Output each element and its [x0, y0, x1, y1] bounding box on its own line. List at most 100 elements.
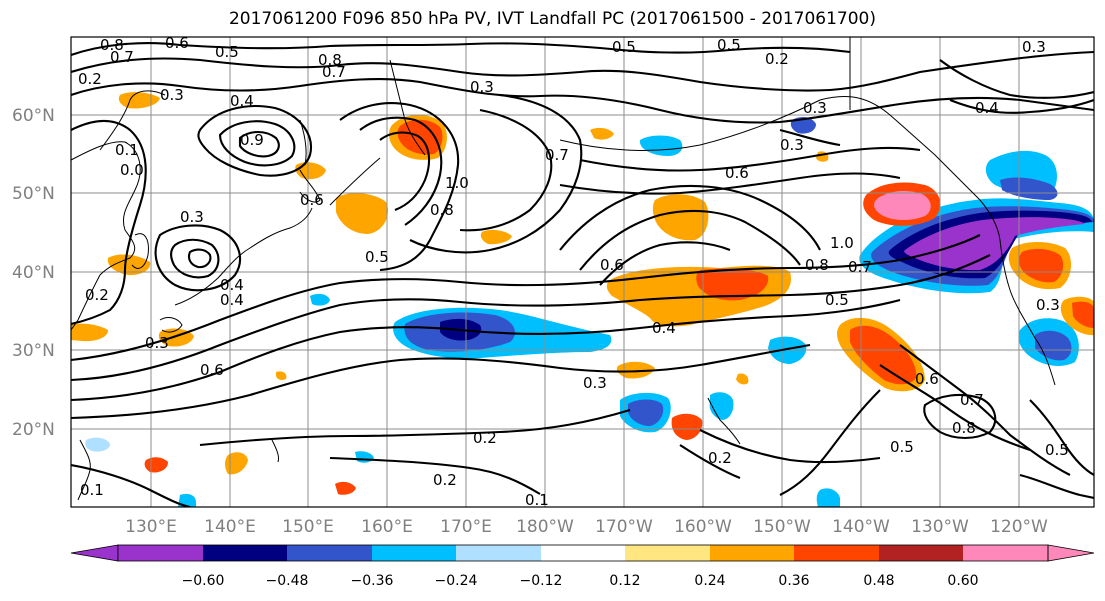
colorbar-tick-label: −0.36 — [351, 573, 394, 589]
colorbar-segment — [118, 545, 203, 561]
contour-label: 0.8 — [100, 36, 124, 54]
contour-label: 0.4 — [220, 291, 244, 309]
colorbar-tick-label: −0.12 — [520, 573, 563, 589]
contour-label-layer: 0.8 0.7 0.6 0.5 0.8 0.7 0.4 0.3 0.2 0.1 … — [78, 34, 1069, 509]
contour-label: 0.9 — [240, 131, 264, 149]
lon-label: 150°W — [753, 517, 811, 537]
lon-label: 180°W — [516, 517, 574, 537]
lon-label: 170°E — [440, 517, 492, 537]
contour-label: 0.7 — [960, 391, 984, 409]
shade-patch — [671, 413, 703, 440]
lon-label: 160°W — [674, 517, 732, 537]
graticule — [71, 37, 1094, 507]
shade-patch — [144, 457, 168, 473]
contour-label: 0.5 — [717, 36, 741, 54]
shade-patch — [71, 323, 108, 342]
lon-label: 170°W — [595, 517, 653, 537]
shade-patch — [107, 254, 151, 276]
contour-label: 0.8 — [430, 201, 454, 219]
contour-label: 0.8 — [952, 419, 976, 437]
contour-label: 1.0 — [830, 234, 854, 252]
shade-patch — [335, 481, 356, 495]
shade-patch — [225, 452, 248, 475]
contour-label: 0.8 — [318, 51, 342, 69]
shade-patch — [118, 92, 160, 109]
latitude-labels: 60°N 50°N 40°N 30°N 20°N — [12, 106, 55, 440]
contour-label: 0.4 — [652, 319, 676, 337]
shade-patch — [904, 217, 1085, 271]
shade-patch — [696, 268, 769, 301]
contour-label: 1.0 — [445, 174, 469, 192]
longitude-labels: 130°E 140°E 150°E 160°E 170°E 180°W 170°… — [125, 517, 1048, 537]
contour-label: 0.6 — [725, 164, 749, 182]
colorbar-tick-label: 0.48 — [863, 573, 894, 589]
contour-label: 0.5 — [612, 38, 636, 56]
colorbar-segment — [541, 545, 625, 561]
colorbar-extend-high — [1047, 544, 1095, 562]
colorbar-segment — [879, 545, 963, 561]
shade-patch — [310, 293, 330, 306]
lat-label: 20°N — [12, 420, 55, 440]
shade-patch — [736, 373, 749, 385]
lat-label: 40°N — [12, 263, 55, 283]
contour-label: 0.7 — [322, 63, 346, 81]
lon-label: 120°W — [990, 517, 1048, 537]
colorbar-tick-label: 0.24 — [694, 573, 725, 589]
contour-label: 0.1 — [525, 491, 549, 509]
colorbar-tick-label: −0.60 — [182, 573, 225, 589]
contour-label: 0.6 — [165, 34, 189, 52]
shading-layer — [71, 92, 1094, 507]
contour-label: 0.3 — [180, 208, 204, 226]
contour-label: 0.3 — [803, 99, 827, 117]
contour-label: 0.6 — [915, 370, 939, 388]
contour-layer — [71, 41, 1094, 507]
coastlines — [71, 37, 1056, 501]
contour-label: 0.1 — [80, 481, 104, 499]
shade-patch — [816, 488, 840, 507]
contour-label: 0.3 — [470, 78, 494, 96]
contour-label: 0.3 — [1022, 38, 1046, 56]
shade-patch — [1019, 248, 1064, 283]
colorbar: −0.60 −0.48 −0.36 −0.24 −0.12 0.12 0.24 … — [70, 544, 1095, 589]
colorbar-tick-label: 0.12 — [609, 573, 640, 589]
lon-label: 130°W — [911, 517, 969, 537]
contour-label: 0.4 — [230, 92, 254, 110]
contour-label: 0.0 — [120, 161, 144, 179]
colorbar-segment — [625, 545, 710, 561]
contour-label: 0.4 — [220, 276, 244, 294]
contour-label: 0.6 — [200, 361, 224, 379]
contour-label: 0.7 — [110, 48, 134, 66]
lat-label: 30°N — [12, 341, 55, 361]
contour-label: 0.3 — [160, 86, 184, 104]
shade-patch — [336, 193, 388, 234]
shade-patch — [628, 399, 664, 426]
lat-label: 50°N — [12, 184, 55, 204]
shade-patch — [1072, 301, 1094, 328]
contour-label: 0.7 — [848, 258, 872, 276]
contour-label: 0.4 — [975, 99, 999, 117]
shade-patch — [652, 194, 709, 241]
contour-label: 0.2 — [433, 471, 457, 489]
colorbar-segment — [710, 545, 794, 561]
contour-label: 0.5 — [1045, 441, 1069, 459]
colorbar-segment — [456, 545, 541, 561]
contour-label: 0.5 — [890, 438, 914, 456]
shade-patch — [850, 325, 917, 385]
colorbar-segment — [794, 545, 879, 561]
map-frame — [70, 36, 1095, 508]
contour-label: 0.5 — [215, 43, 239, 61]
colorbar-ticks: −0.60 −0.48 −0.36 −0.24 −0.12 0.12 0.24 … — [182, 573, 979, 589]
lon-label: 140°W — [832, 517, 890, 537]
contour-label: 0.6 — [600, 256, 624, 274]
shade-patch — [85, 437, 110, 452]
shade-patch — [276, 371, 287, 380]
contour-label: 0.1 — [115, 141, 139, 159]
colorbar-segment — [287, 545, 372, 561]
colorbar-segment — [963, 545, 1048, 561]
shade-patch — [178, 493, 196, 507]
colorbar-extend-low — [70, 544, 119, 562]
contour-label: 0.2 — [765, 50, 789, 68]
contour-label: 0.8 — [805, 256, 829, 274]
contour-label: 0.6 — [300, 191, 324, 209]
